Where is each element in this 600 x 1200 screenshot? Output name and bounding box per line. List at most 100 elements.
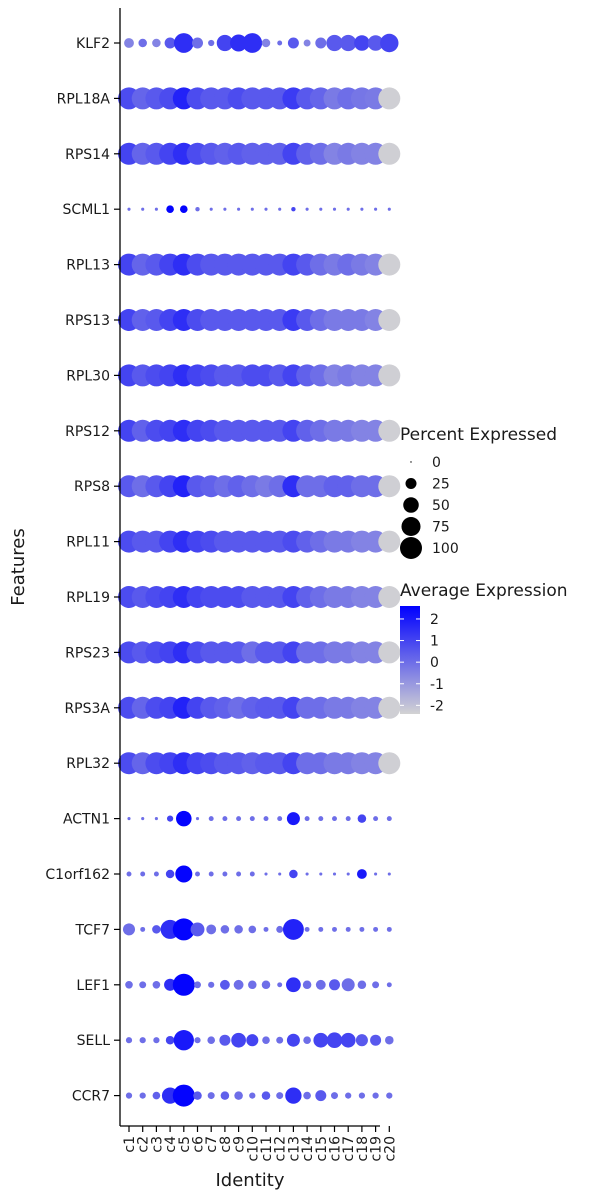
dot-C1orf162-c4	[165, 869, 175, 879]
y-tick-label: KLF2	[76, 36, 110, 52]
size-legend-dot	[405, 478, 417, 489]
dot-SCML1-c14	[305, 207, 309, 211]
dot-LEF1-c16	[329, 979, 340, 991]
y-tick-label: RPL32	[66, 756, 110, 772]
dot-CCR7-c17	[345, 1092, 352, 1099]
dot-ACTN1-c7	[208, 816, 214, 822]
colorbar	[400, 606, 420, 714]
dot-SCML1-c17	[346, 207, 350, 211]
dot-SELL-c17	[340, 1032, 356, 1048]
x-tick-label: c8	[218, 1136, 234, 1153]
y-tick-label: RPL13	[66, 258, 110, 274]
dot-RPS13-c20	[378, 309, 401, 331]
x-tick-label: c12	[273, 1136, 289, 1162]
dot-LEF1-c11	[261, 980, 271, 990]
dot-KLF2-c11	[261, 38, 271, 48]
dot-TCF7-c6	[190, 922, 205, 937]
y-tick-label: TCF7	[75, 922, 110, 938]
dot-SELL-c8	[219, 1034, 231, 1046]
dot-CCR7-c1	[125, 1092, 133, 1099]
dot-CCR7-c7	[207, 1092, 215, 1100]
size-legend: Percent Expressed 0 25 50 75 100	[400, 425, 557, 559]
color-legend-label: 2	[430, 612, 439, 628]
x-tick-label: c6	[191, 1136, 207, 1153]
dot-C1orf162-c9	[236, 871, 242, 877]
x-tick-label: c1	[122, 1136, 138, 1153]
x-tick-label: c9	[232, 1136, 248, 1153]
plot-area	[118, 33, 401, 1107]
dot-CCR7-c15	[315, 1090, 327, 1102]
dot-CCR7-c12	[276, 1092, 284, 1100]
dot-RPL19-c20	[378, 586, 401, 608]
x-tick-label: c16	[328, 1136, 344, 1162]
dot-CCR7-c11	[261, 1091, 271, 1100]
dot-SCML1-c12	[278, 207, 282, 211]
dot-RPS8-c20	[378, 475, 401, 498]
y-tick-label: RPL11	[66, 535, 110, 551]
y-tick-label: RPS23	[65, 645, 110, 661]
dot-C1orf162-c16	[332, 872, 337, 876]
dot-SCML1-c8	[223, 207, 227, 211]
dot-C1orf162-c5	[175, 865, 193, 883]
dot-ACTN1-c15	[318, 816, 324, 822]
dot-SCML1-c19	[374, 207, 378, 211]
dot-ACTN1-c13	[286, 812, 300, 826]
dot-ACTN1-c6	[195, 817, 200, 821]
dot-LEF1-c2	[139, 981, 147, 989]
dot-SELL-c12	[276, 1036, 284, 1044]
dot-TCF7-c20	[386, 926, 392, 932]
y-tick-label: SCML1	[63, 202, 110, 218]
x-tick-label: c17	[341, 1136, 357, 1162]
color-legend-label: -2	[430, 698, 444, 714]
dot-SELL-c16	[326, 1032, 343, 1048]
dot-C1orf162-c2	[140, 871, 146, 877]
x-tick-label: c3	[149, 1136, 165, 1153]
dot-SELL-c9	[231, 1032, 246, 1048]
y-tick-label: SELL	[77, 1033, 111, 1049]
color-legend-title: Average Expression	[400, 581, 568, 601]
y-tick-labels: KLF2 RPL18A RPS14 SCML1 RPL13 RPS13 RPL30 RPS12…	[45, 36, 120, 1105]
dot-LEF1-c14	[302, 980, 312, 990]
dot-SELL-c15	[313, 1032, 329, 1048]
size-legend-label: 75	[432, 520, 450, 536]
dot-C1orf162-c13	[289, 869, 298, 879]
x-tick-labels: c1c2c3c4c5c6c7c8c9c10c11c12c13c14c15c16c…	[122, 1126, 398, 1162]
dot-CCR7-c6	[193, 1091, 202, 1100]
y-tick-label: ACTN1	[63, 812, 110, 828]
dot-TCF7-c11	[263, 926, 269, 932]
dot-ACTN1-c3	[154, 817, 158, 821]
dot-KLF2-c12	[277, 40, 283, 46]
y-axis-title: Features	[8, 528, 29, 605]
dot-C1orf162-c15	[319, 872, 323, 876]
dot-TCF7-c8	[220, 925, 230, 934]
dot-LEF1-c8	[219, 979, 230, 990]
x-tick-label: c18	[355, 1136, 371, 1162]
dot-ACTN1-c11	[263, 816, 269, 822]
y-tick-label: RPS3A	[64, 701, 110, 717]
dot-RPL30-c20	[378, 364, 401, 387]
dot-C1orf162-c6	[195, 871, 200, 877]
dot-CCR7-c19	[372, 1092, 379, 1099]
dot-SCML1-c1	[127, 207, 131, 211]
dot-ACTN1-c16	[332, 816, 337, 822]
dot-KLF2-c8	[216, 34, 234, 52]
x-tick-label: c11	[259, 1136, 275, 1162]
dot-LEF1-c6	[194, 981, 201, 989]
dot-KLF2-c6	[192, 37, 203, 49]
x-axis-title: Identity	[216, 1170, 285, 1191]
x-tick-label: c19	[369, 1136, 385, 1162]
dot-KLF2-c5	[173, 33, 194, 53]
dot-ACTN1-c12	[277, 816, 283, 822]
dot-SELL-c4	[165, 1035, 175, 1045]
dot-KLF2-c4	[164, 37, 176, 49]
dot-C1orf162-c14	[305, 872, 309, 876]
dot-TCF7-c15	[318, 926, 324, 932]
x-tick-label: c15	[314, 1136, 330, 1162]
dot-TCF7-c14	[304, 926, 310, 932]
dot-KLF2-c17	[340, 34, 357, 52]
color-legend-label: 0	[430, 655, 439, 671]
dot-C1orf162-c17	[346, 872, 350, 876]
dot-SELL-c19	[370, 1034, 382, 1046]
dot-ACTN1-c18	[357, 814, 367, 823]
